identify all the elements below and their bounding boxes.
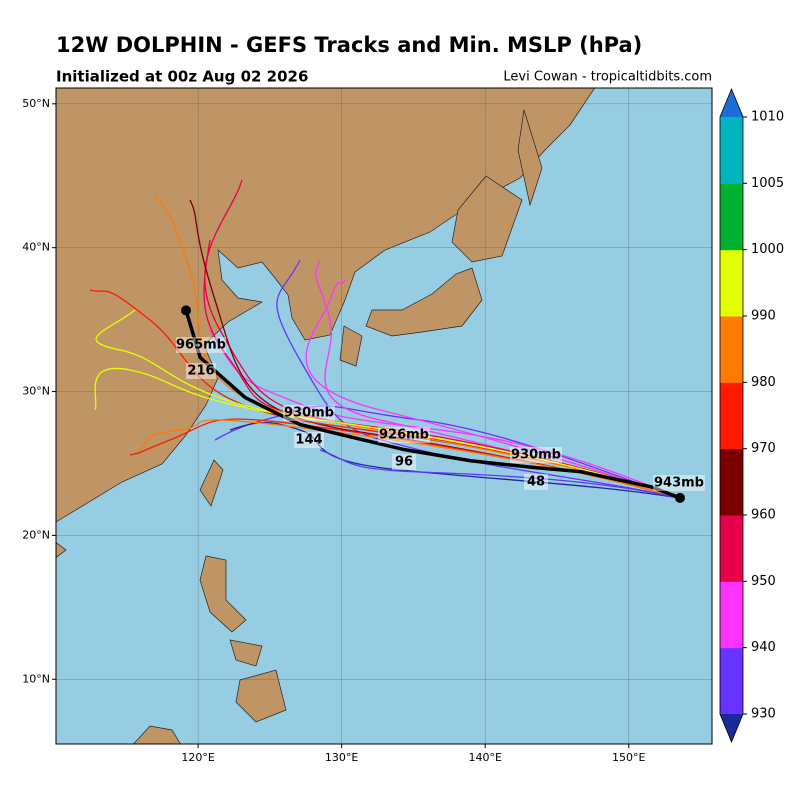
ensemble-track <box>229 421 680 499</box>
colorbar-label: 1010 <box>751 110 784 125</box>
track-label: 943mb <box>654 476 704 491</box>
label-bg <box>392 454 416 470</box>
colorbar-under <box>720 714 743 742</box>
label-bg <box>283 405 335 421</box>
colorbar-band <box>720 647 743 715</box>
subtitle: Initialized at 00z Aug 02 2026 <box>56 68 308 86</box>
sakhalin <box>517 109 543 207</box>
colorbar: 930 940 950 960 970 980 990 1000 1005 1010 <box>719 87 784 744</box>
title: 12W DOLPHIN - GEFS Tracks and Min. MSLP … <box>56 33 642 57</box>
colorbar-label: 960 <box>751 508 776 523</box>
colorbar-band <box>720 581 743 649</box>
track-label: 216 <box>187 364 214 379</box>
ensemble-track <box>95 309 680 499</box>
luzon <box>199 555 247 633</box>
lon-label: 120°E <box>181 751 214 764</box>
label-bg <box>378 427 430 443</box>
colorbar-label: 940 <box>751 640 776 655</box>
mean-track <box>181 305 685 503</box>
colorbar-label: 1005 <box>751 176 784 191</box>
ensemble-tracks <box>89 179 680 499</box>
ensemble-track <box>209 329 680 499</box>
colorbar-label: 970 <box>751 441 776 456</box>
colorbar-label: 990 <box>751 309 776 324</box>
lon-label: 140°E <box>468 751 501 764</box>
colorbar-label: 1000 <box>751 242 784 257</box>
lat-label: 50°N <box>22 97 50 110</box>
mean-track-point <box>181 305 192 316</box>
lat-label: 30°N <box>22 385 50 398</box>
colorbar-label: 980 <box>751 375 776 390</box>
hokkaido <box>451 175 523 263</box>
colorbar-band <box>720 515 743 582</box>
vietnam <box>56 542 67 558</box>
colorbar-label: 930 <box>751 707 776 722</box>
credit: Levi Cowan - tropicaltidbits.com <box>503 70 712 85</box>
colorbar-band <box>720 249 743 317</box>
track-label: 930mb <box>284 406 334 421</box>
track-label: 926mb <box>379 428 429 443</box>
mean-track-line <box>184 309 681 500</box>
track-label: 965mb <box>176 338 226 353</box>
colorbar-band <box>720 448 743 516</box>
lon-label: 130°E <box>325 751 358 764</box>
label-bg <box>653 475 705 491</box>
colorbar-band <box>720 316 743 383</box>
ensemble-track <box>319 449 680 499</box>
track-label: 48 <box>527 475 545 490</box>
label-bg <box>510 447 562 463</box>
taiwan <box>199 459 224 507</box>
mean-track-point <box>674 492 685 503</box>
lat-label: 20°N <box>22 528 50 541</box>
lat-label: 40°N <box>22 241 50 254</box>
map: 965mb 216 930mb 144 926mb 96 930mb 48 94… <box>56 88 712 744</box>
ensemble-track <box>305 279 680 499</box>
colorbar-band <box>720 117 743 184</box>
kyushu <box>339 325 363 367</box>
lat-label: 10°N <box>22 672 50 685</box>
colorbar-label: 950 <box>751 574 776 589</box>
honshu <box>365 267 483 337</box>
mindanao <box>235 669 287 723</box>
track-label: 930mb <box>511 448 561 463</box>
lon-label: 150°E <box>612 751 645 764</box>
colorbar-band <box>720 183 743 251</box>
ensemble-track <box>214 405 680 499</box>
colorbar-band <box>720 382 743 450</box>
label-bg <box>294 432 324 448</box>
colorbar-over <box>720 89 743 117</box>
label-bg <box>176 337 226 353</box>
label-bg <box>186 363 216 379</box>
borneo <box>133 725 181 744</box>
track-label: 96 <box>395 455 413 470</box>
track-labels: 965mb 216 930mb 144 926mb 96 930mb 48 94… <box>176 337 705 491</box>
label-bg <box>524 474 548 490</box>
axes: 50°N 40°N 30°N 20°N 10°N 120°E 130°E 140°E 150°E <box>22 97 645 764</box>
map-frame <box>55 87 713 745</box>
track-label: 144 <box>295 433 322 448</box>
visayas <box>229 639 263 667</box>
